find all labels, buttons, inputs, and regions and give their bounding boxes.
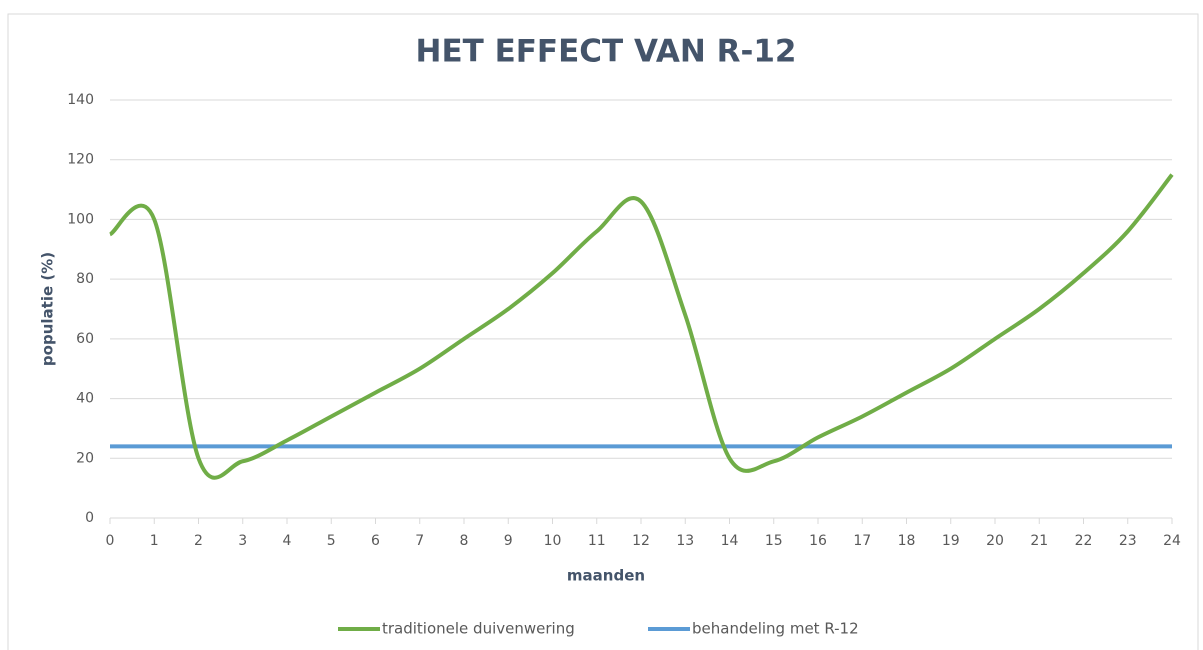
- x-tick-label: 16: [809, 533, 827, 549]
- chart-title: HET EFFECT VAN R-12: [416, 34, 797, 70]
- y-tick-label: 0: [85, 510, 94, 526]
- x-tick-label: 6: [371, 533, 380, 549]
- x-tick-label: 21: [1030, 533, 1048, 549]
- x-tick-label: 13: [676, 533, 694, 549]
- y-tick-label: 100: [67, 211, 94, 227]
- y-tick-label: 80: [76, 271, 94, 287]
- y-tick-label: 40: [76, 391, 94, 407]
- x-tick-label: 22: [1075, 533, 1093, 549]
- y-tick-label: 140: [67, 92, 94, 108]
- x-tick-label: 20: [986, 533, 1004, 549]
- y-tick-label: 60: [76, 331, 94, 347]
- x-tick-label: 24: [1163, 533, 1181, 549]
- y-tick-label: 20: [76, 450, 94, 466]
- x-tick-label: 4: [283, 533, 292, 549]
- y-tick-label: 120: [67, 152, 94, 168]
- x-tick-label: 10: [544, 533, 562, 549]
- x-tick-label: 5: [327, 533, 336, 549]
- x-tick-label: 3: [238, 533, 247, 549]
- legend-label: behandeling met R-12: [692, 620, 859, 638]
- x-axis-label: maanden: [567, 567, 645, 585]
- data-line: [108, 173, 1174, 480]
- x-tick-label: 7: [415, 533, 424, 549]
- x-tick-label: 12: [632, 533, 650, 549]
- x-tick-label: 2: [194, 533, 203, 549]
- x-tick-label: 1: [150, 533, 159, 549]
- x-tick-label: 19: [942, 533, 960, 549]
- x-tick-label: 9: [504, 533, 513, 549]
- x-tick-label: 11: [588, 533, 606, 549]
- chart-border: [7, 13, 1199, 650]
- x-tick-label: 8: [460, 533, 469, 549]
- x-tick-label: 15: [765, 533, 783, 549]
- x-tick-label: 23: [1119, 533, 1137, 549]
- x-tick-label: 18: [898, 533, 916, 549]
- x-tick-label: 14: [721, 533, 739, 549]
- legend-label: traditionele duivenwering: [382, 620, 575, 638]
- y-axis-label: populatie (%): [39, 252, 57, 366]
- x-tick-label: 17: [853, 533, 871, 549]
- x-tick-label: 0: [106, 533, 115, 549]
